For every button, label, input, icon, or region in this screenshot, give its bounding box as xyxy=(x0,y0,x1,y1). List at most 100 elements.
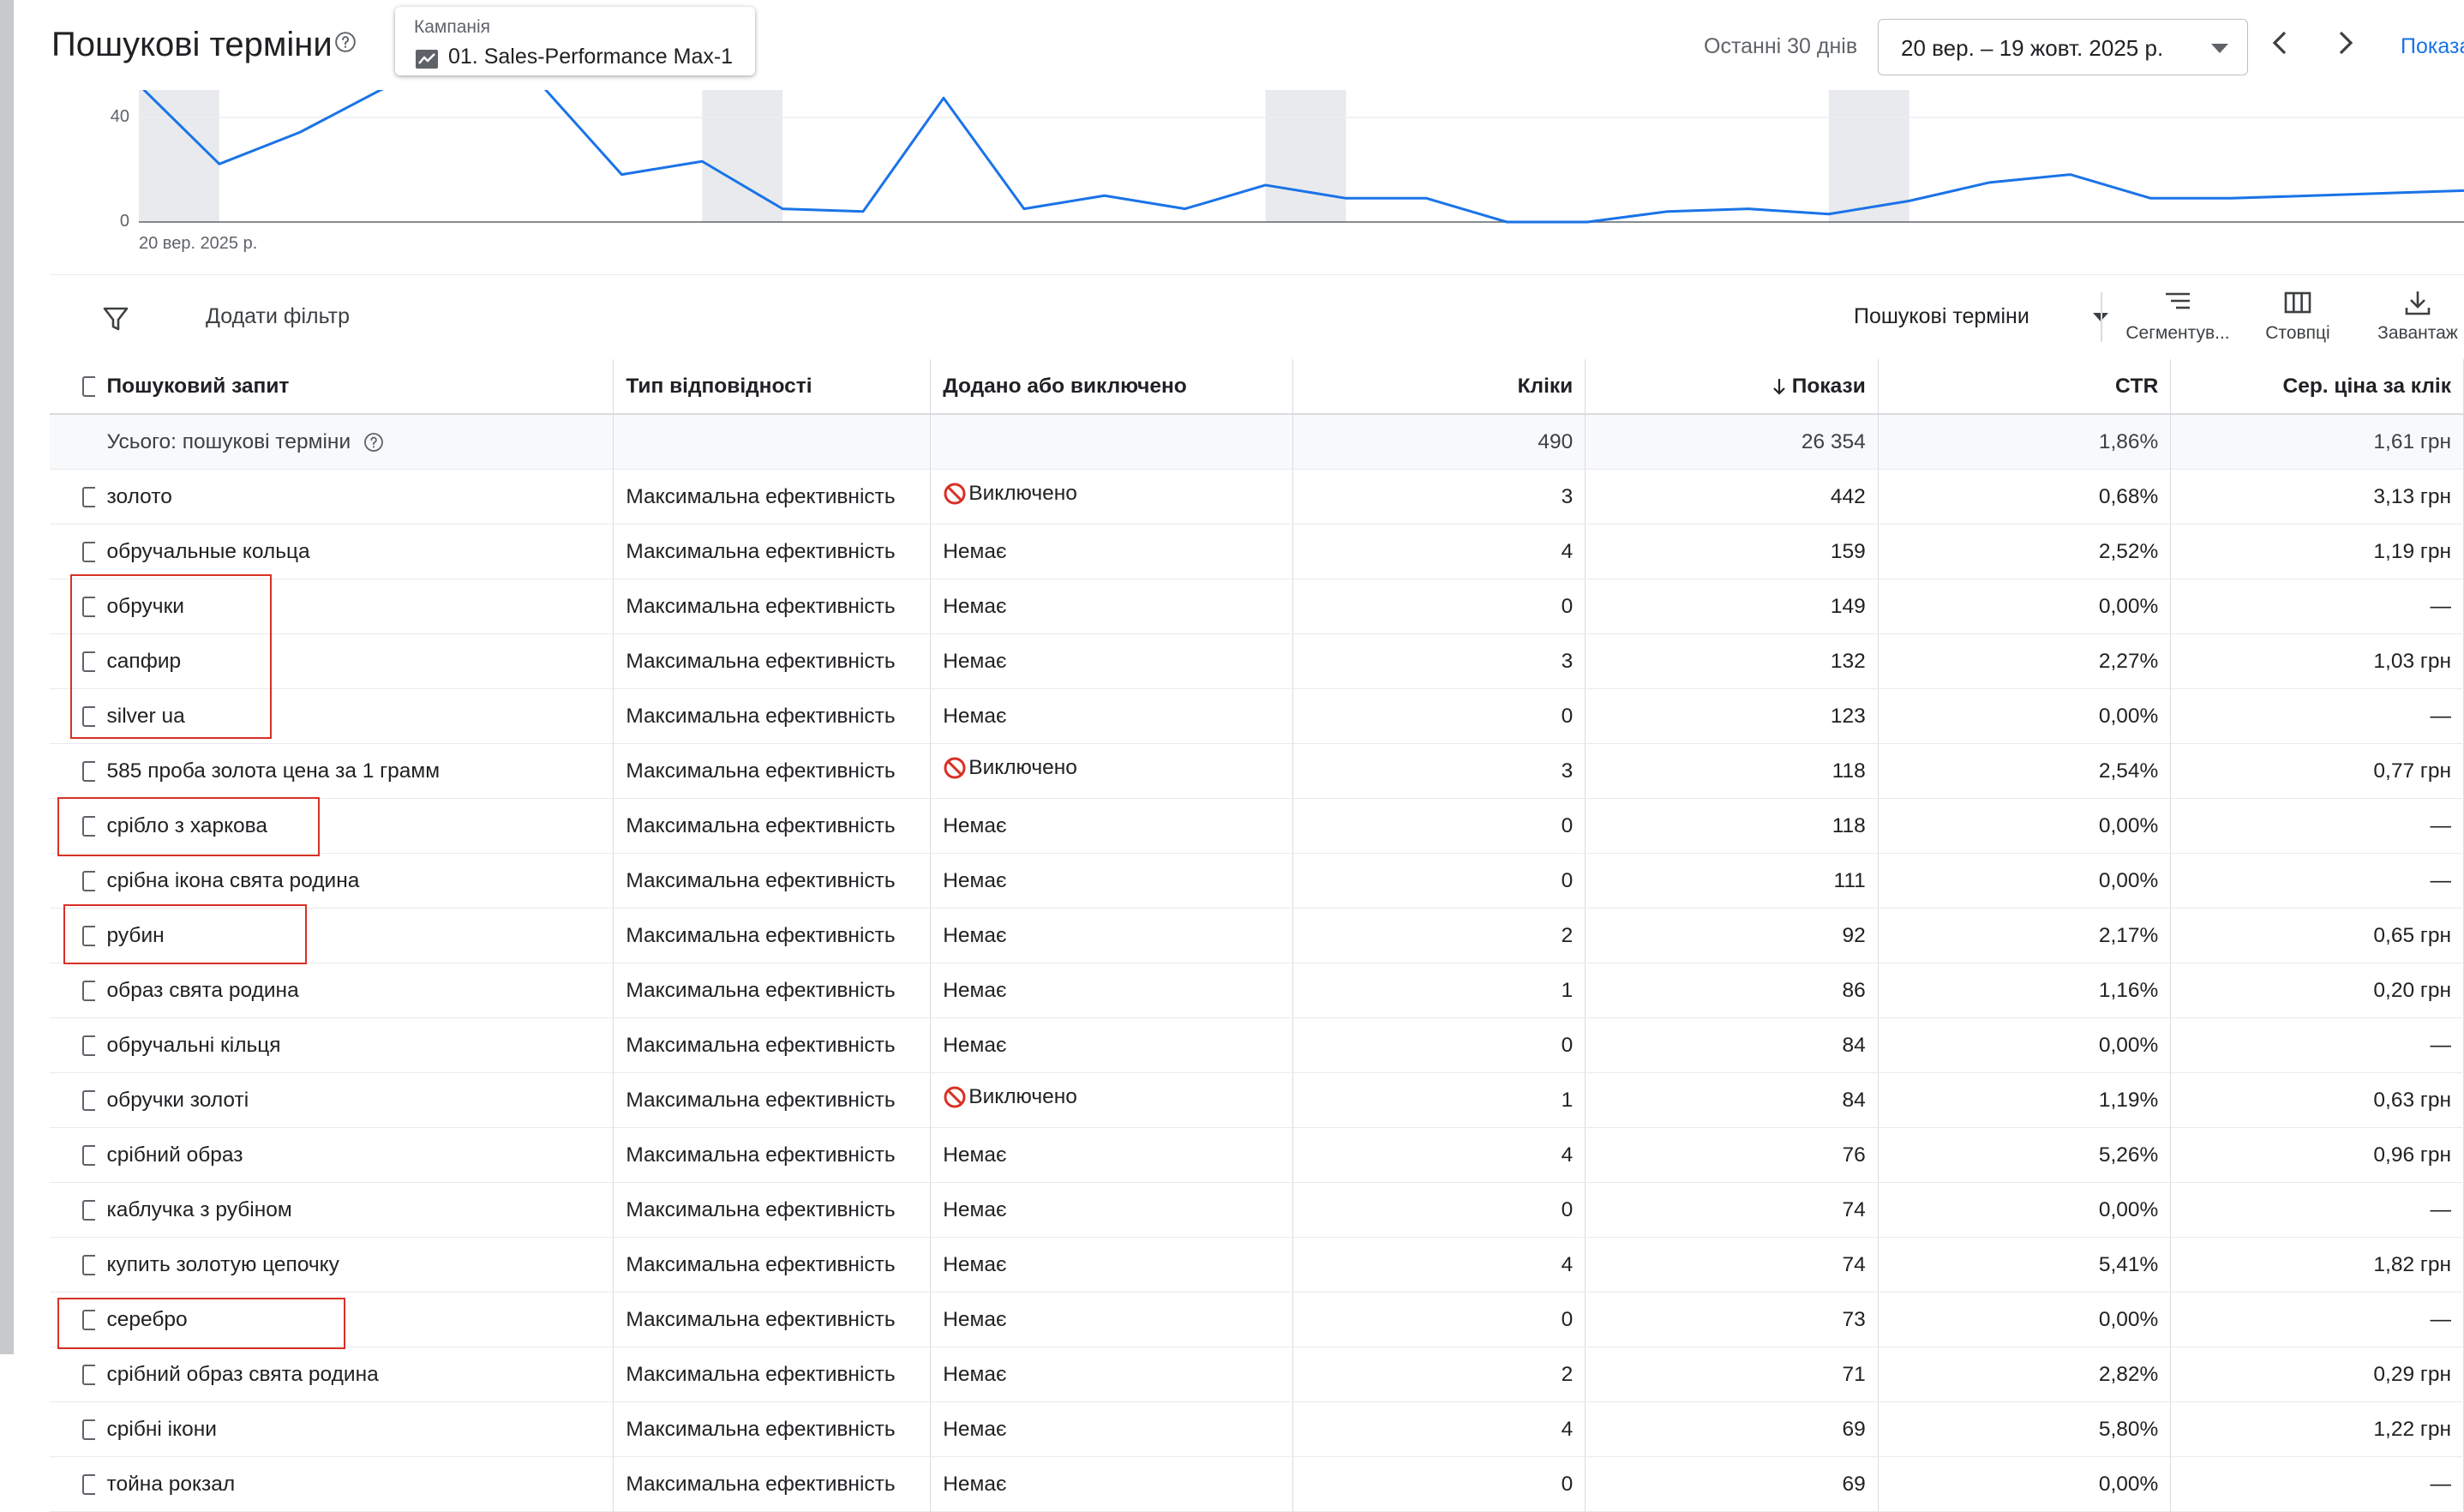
ctr-value: 0,00% xyxy=(1878,799,2171,854)
clicks-value: 4 xyxy=(1292,525,1586,579)
search-query: 585 проба золота цена за 1 грамм xyxy=(95,744,614,799)
match-type: Максимальна ефективність xyxy=(614,1073,931,1128)
select-all-checkbox[interactable] xyxy=(82,376,95,397)
row-checkbox[interactable] xyxy=(82,1035,95,1056)
row-checkbox[interactable] xyxy=(82,1474,95,1495)
row-checkbox[interactable] xyxy=(82,1310,95,1330)
clicks-value: 0 xyxy=(1292,1183,1586,1238)
ctr-value: 2,52% xyxy=(1878,525,2171,579)
toolbar-divider xyxy=(2101,292,2102,342)
added-status-label: Немає xyxy=(943,1473,1006,1496)
total-ctr: 1,86% xyxy=(1878,414,2171,470)
row-checkbox[interactable] xyxy=(82,761,95,782)
row-checkbox[interactable] xyxy=(82,651,95,672)
added-status: Немає xyxy=(931,634,1292,689)
added-status: Виключено xyxy=(931,470,1292,525)
added-status: Немає xyxy=(931,579,1292,634)
row-checkbox[interactable] xyxy=(82,1145,95,1166)
added-status-label: Немає xyxy=(943,869,1006,892)
search-query: каблучка з рубіном xyxy=(95,1183,614,1238)
ctr-value: 0,00% xyxy=(1878,1183,2171,1238)
row-checkbox[interactable] xyxy=(82,597,95,617)
help-icon[interactable] xyxy=(334,31,357,53)
chevron-right-icon[interactable] xyxy=(2332,27,2358,58)
ctr-value: 5,26% xyxy=(1878,1128,2171,1183)
campaign-selector[interactable]: Кампанія 01. Sales-Performance Max-1 xyxy=(395,7,755,75)
row-checkbox[interactable] xyxy=(82,487,95,507)
row-checkbox-cell xyxy=(50,1238,95,1293)
row-checkbox[interactable] xyxy=(82,542,95,562)
date-range-dropdown[interactable]: 20 вер. – 19 жовт. 2025 р. xyxy=(1878,19,2248,75)
excluded-status: Виключено xyxy=(943,1085,1077,1109)
blocked-icon xyxy=(943,482,967,506)
page-header: Пошукові терміни Кампанія 01. Sales-Perf… xyxy=(14,0,2464,90)
cpc-value: 0,77 грн xyxy=(2171,744,2464,799)
added-status: Немає xyxy=(931,963,1292,1018)
row-checkbox[interactable] xyxy=(82,1365,95,1385)
download-icon xyxy=(2402,289,2433,316)
view-select[interactable]: Пошукові терміни xyxy=(1854,304,2029,329)
impressions-value: 71 xyxy=(1586,1347,1879,1402)
added-status: Немає xyxy=(931,1347,1292,1402)
add-filter-button[interactable]: Додати фільтр xyxy=(206,304,350,329)
total-label-cell: Усього: пошукові терміни xyxy=(95,414,614,470)
row-checkbox[interactable] xyxy=(82,1200,95,1221)
col-clicks[interactable]: Кліки xyxy=(1292,359,1586,414)
cpc-value: 0,20 грн xyxy=(2171,963,2464,1018)
row-checkbox-cell xyxy=(50,744,95,799)
row-checkbox[interactable] xyxy=(82,1419,95,1440)
col-cpc[interactable]: Сер. ціна за клік xyxy=(2171,359,2464,414)
chevron-left-icon[interactable] xyxy=(2268,27,2293,58)
row-checkbox[interactable] xyxy=(82,926,95,946)
col-query[interactable]: Пошуковий запит xyxy=(95,359,614,414)
download-button[interactable]: Завантаж xyxy=(2358,284,2464,357)
show-link[interactable]: Показат xyxy=(2401,34,2464,59)
match-type: Максимальна ефективність xyxy=(614,634,931,689)
search-terms-table: Пошуковий запит Тип відповідності Додано… xyxy=(50,359,2464,1512)
impressions-value: 132 xyxy=(1586,634,1879,689)
cpc-value: 1,19 грн xyxy=(2171,525,2464,579)
row-checkbox[interactable] xyxy=(82,706,95,727)
search-query: рубин xyxy=(95,909,614,963)
col-ctr[interactable]: CTR xyxy=(1878,359,2171,414)
cpc-value: — xyxy=(2171,1018,2464,1073)
columns-button[interactable]: Стовпці xyxy=(2238,284,2358,357)
row-checkbox[interactable] xyxy=(82,871,95,891)
col-added[interactable]: Додано або виключено xyxy=(931,359,1292,414)
row-checkbox[interactable] xyxy=(82,1255,95,1275)
clicks-value: 3 xyxy=(1292,744,1586,799)
help-icon[interactable] xyxy=(363,432,384,453)
clicks-value: 3 xyxy=(1292,634,1586,689)
added-status: Немає xyxy=(931,1457,1292,1512)
cpc-value: 0,65 грн xyxy=(2171,909,2464,963)
segment-button[interactable]: Сегментув... xyxy=(2118,284,2238,357)
row-checkbox[interactable] xyxy=(82,981,95,1001)
filter-icon[interactable] xyxy=(101,304,130,333)
blocked-icon xyxy=(943,1085,967,1109)
row-checkbox[interactable] xyxy=(82,1090,95,1111)
row-checkbox[interactable] xyxy=(82,816,95,837)
search-query: обручки золоті xyxy=(95,1073,614,1128)
impressions-value: 123 xyxy=(1586,689,1879,744)
col-impressions[interactable]: Покази xyxy=(1586,359,1879,414)
col-match-type[interactable]: Тип відповідності xyxy=(614,359,931,414)
